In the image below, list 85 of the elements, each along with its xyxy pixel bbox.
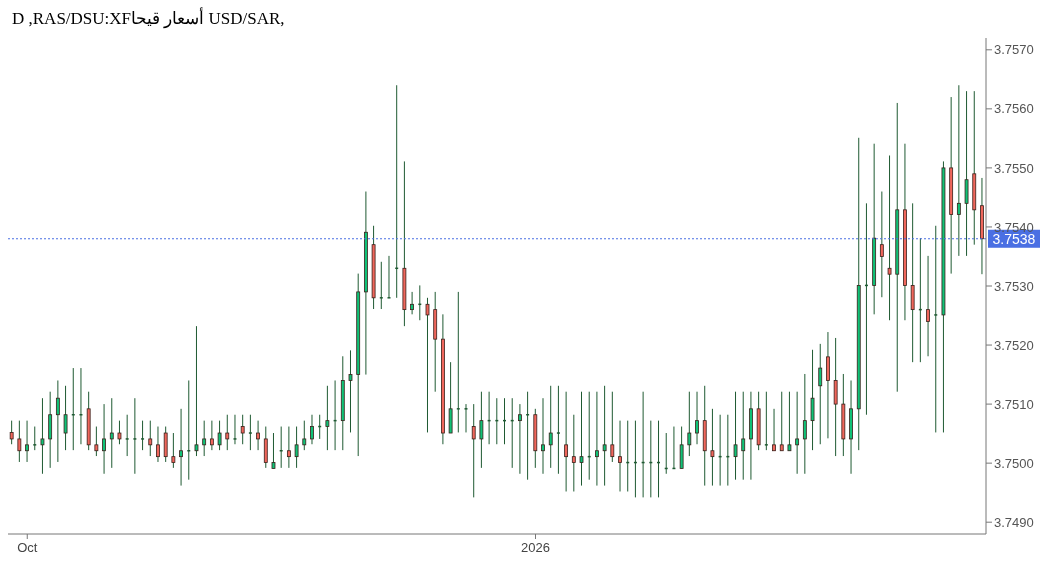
candlestick	[541, 397, 545, 475]
candlestick	[879, 191, 884, 298]
candlestick	[471, 403, 476, 498]
candlestick	[595, 391, 599, 487]
y-tick-label: 3.7520	[994, 337, 1034, 353]
candlestick	[618, 420, 622, 492]
candlestick	[194, 325, 199, 457]
candlestick	[379, 261, 384, 310]
candlestick	[310, 414, 314, 445]
candlestick	[463, 403, 469, 433]
candlestick	[179, 408, 183, 487]
y-tick-label: 3.7570	[994, 42, 1034, 58]
candlestick	[479, 391, 484, 469]
candlestick	[518, 403, 522, 475]
candlestick	[687, 391, 692, 457]
candlestick	[764, 391, 769, 451]
candlestick	[833, 337, 838, 457]
candlestick	[964, 90, 969, 257]
candlestick	[610, 391, 615, 463]
candlestick	[225, 414, 230, 451]
candlestick	[741, 391, 746, 481]
candlestick	[232, 414, 238, 445]
candlestick	[579, 391, 584, 487]
candlestick	[325, 385, 330, 451]
candlestick	[926, 255, 930, 357]
candlestick	[156, 426, 160, 463]
y-tick-label: 3.7490	[994, 514, 1034, 530]
candlestick	[171, 432, 176, 469]
candlestick	[109, 397, 114, 469]
candlestick	[348, 349, 353, 433]
candlestick	[410, 291, 414, 315]
candlestick	[25, 420, 29, 463]
candlestick	[17, 420, 22, 463]
candlestick	[787, 391, 792, 452]
candlestick	[733, 391, 738, 481]
candlestick	[9, 420, 14, 445]
candlestick	[63, 385, 68, 451]
candlestick	[710, 408, 715, 487]
candlestick	[140, 420, 145, 451]
candlestick	[779, 391, 784, 452]
candlestick	[571, 414, 576, 492]
x-tick-label: Oct	[17, 540, 38, 555]
y-tick-label: 3.7500	[994, 455, 1034, 471]
candlestick	[826, 331, 830, 439]
candlestick	[795, 391, 800, 475]
y-tick-label: 3.7510	[994, 396, 1034, 412]
candlestick	[425, 297, 430, 433]
candlestick	[217, 420, 222, 451]
candlestick	[209, 420, 214, 451]
chart-title: D ,RAS/DSU:XFأسعار قيحا USD/SAR,	[11, 8, 286, 30]
candlestick	[240, 414, 245, 445]
candlestick	[602, 385, 607, 487]
candlestick	[55, 379, 60, 463]
candlestick	[286, 426, 291, 469]
candlestick	[148, 420, 153, 457]
candlestick	[564, 391, 569, 492]
candlestick	[818, 343, 823, 445]
candlestick	[202, 420, 207, 457]
candlestick	[102, 403, 106, 475]
candlestick	[802, 373, 807, 475]
candlestick	[163, 426, 168, 463]
candlestick	[271, 432, 276, 469]
candlestick	[887, 155, 892, 321]
candlestick	[386, 255, 392, 299]
candlestick	[456, 291, 461, 433]
y-tick-label: 3.7530	[994, 278, 1034, 294]
candlestick	[956, 84, 961, 257]
candlestick	[117, 420, 122, 445]
candlestick	[695, 391, 699, 445]
y-tick-label: 3.7560	[994, 101, 1034, 117]
candlestick	[548, 385, 553, 469]
candlestick	[294, 426, 299, 469]
candlestick	[302, 420, 307, 451]
x-tick-label: 2026	[521, 540, 550, 555]
candlestick	[810, 349, 815, 451]
candlestick	[933, 225, 938, 433]
candlestick	[556, 385, 561, 475]
candlestick	[256, 420, 260, 451]
y-tick-label: 3.7550	[994, 160, 1034, 176]
candlestick	[772, 408, 776, 452]
candlestick	[248, 414, 253, 451]
candlestick	[263, 426, 268, 469]
candlestick	[94, 426, 99, 457]
candlestick	[679, 426, 684, 469]
candlestick	[40, 397, 45, 475]
